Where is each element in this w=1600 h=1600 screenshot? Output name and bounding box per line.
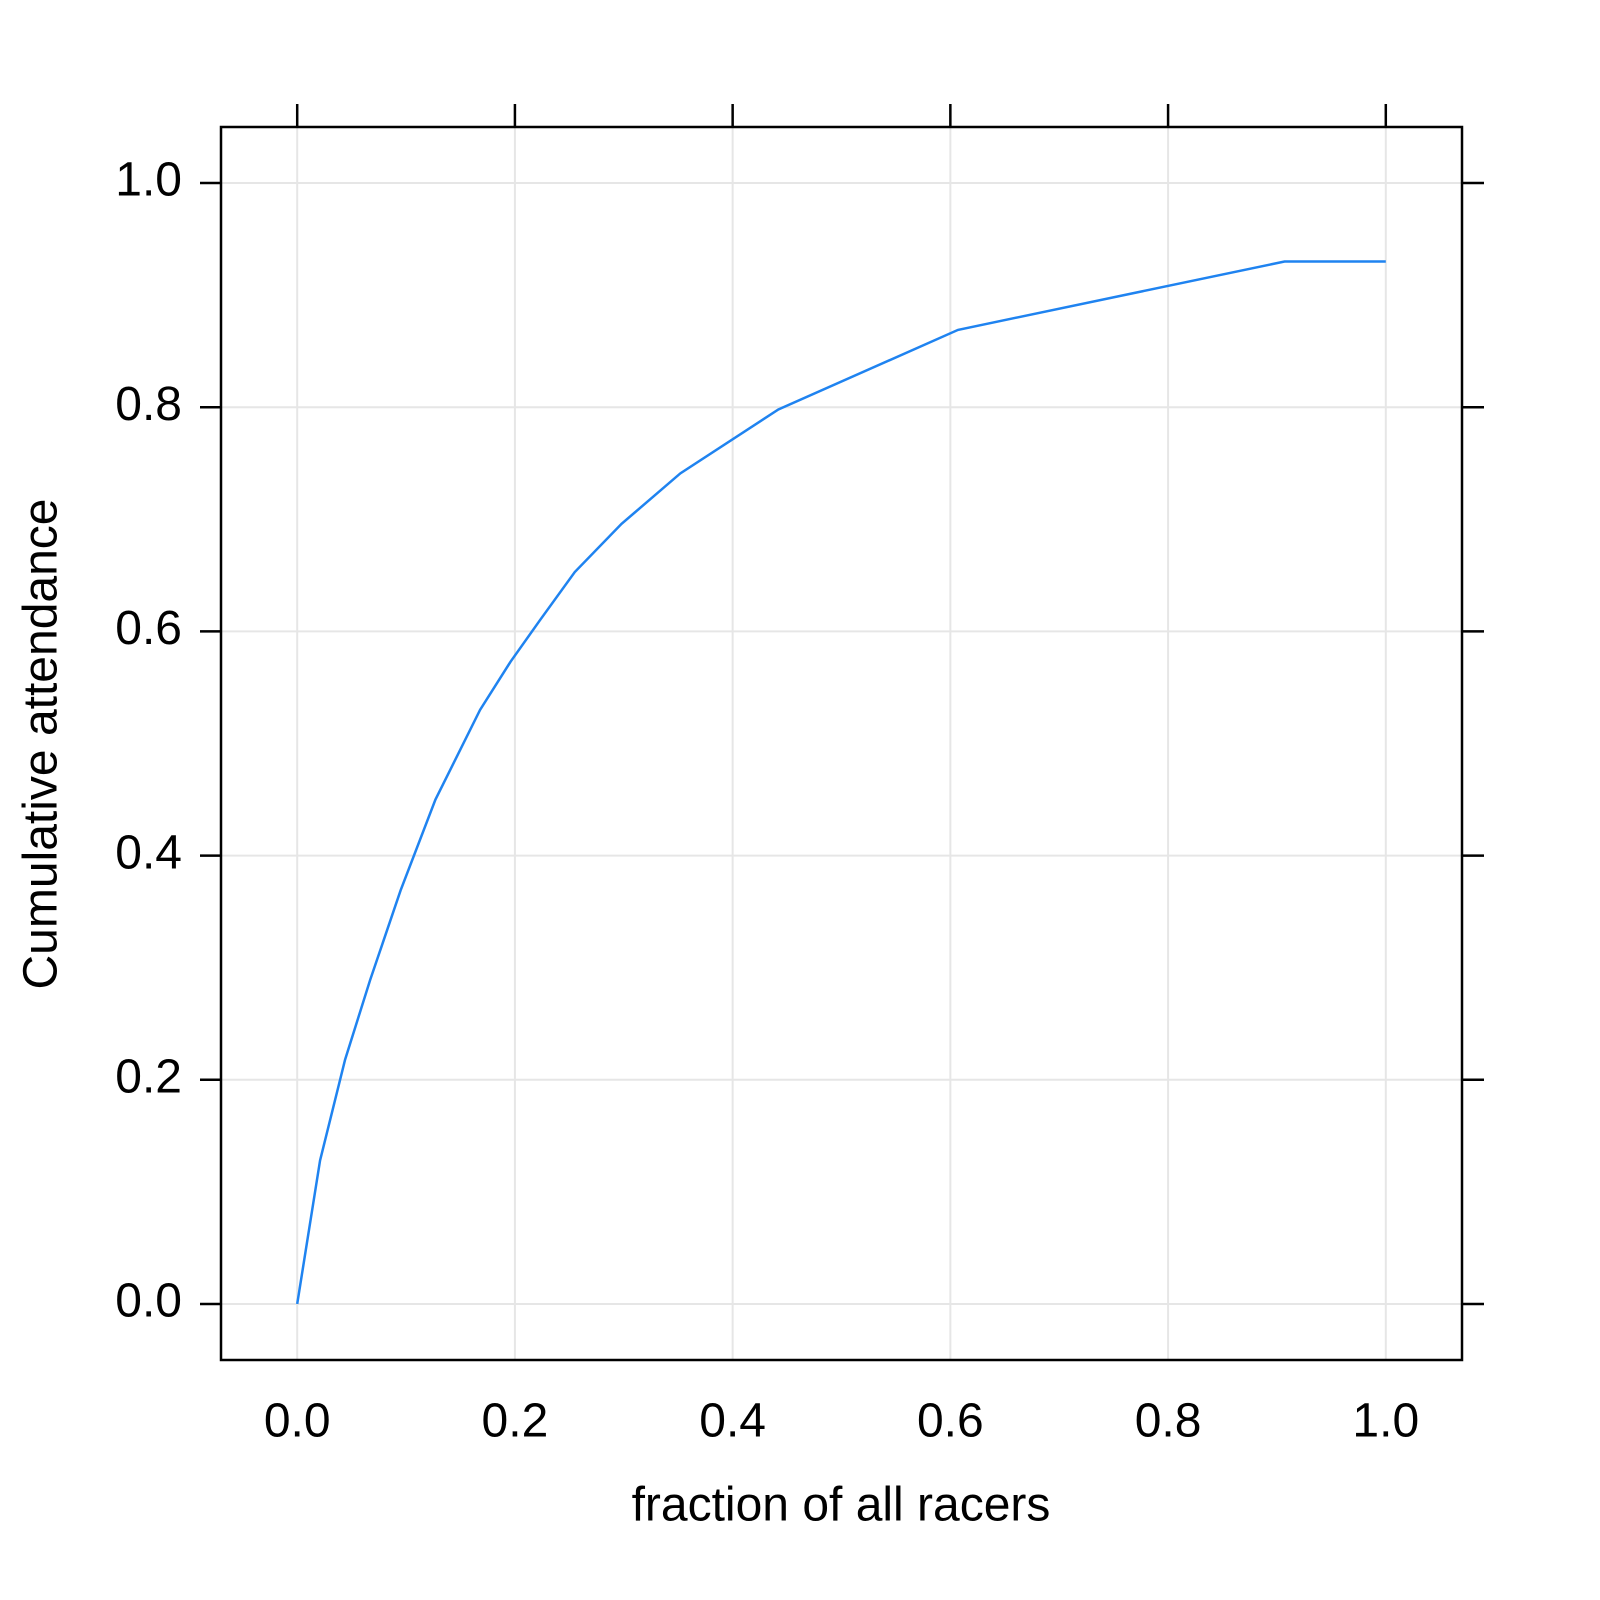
data-line — [295, 260, 1386, 1305]
x-tick-label: 0.0 — [264, 1395, 331, 1448]
x-tick-label: 0.6 — [917, 1395, 984, 1448]
y-tick-label: 0.2 — [115, 1050, 182, 1103]
x-tick-label: 0.2 — [482, 1395, 549, 1448]
x-tick-label: 1.0 — [1352, 1395, 1419, 1448]
y-tick-label: 0.8 — [115, 378, 182, 431]
plot-frame — [219, 125, 1464, 1362]
x-tick-label: 0.4 — [699, 1395, 766, 1448]
y-tick-label: 1.0 — [115, 154, 182, 207]
y-axis-label: Cumulative attendance — [15, 499, 68, 990]
y-tick-label: 0.4 — [115, 826, 182, 879]
x-tick-label: 0.8 — [1135, 1395, 1202, 1448]
y-tick-label: 0.0 — [115, 1275, 182, 1328]
x-axis-label: fraction of all racers — [632, 1479, 1051, 1532]
y-tick-label: 0.6 — [115, 602, 182, 655]
